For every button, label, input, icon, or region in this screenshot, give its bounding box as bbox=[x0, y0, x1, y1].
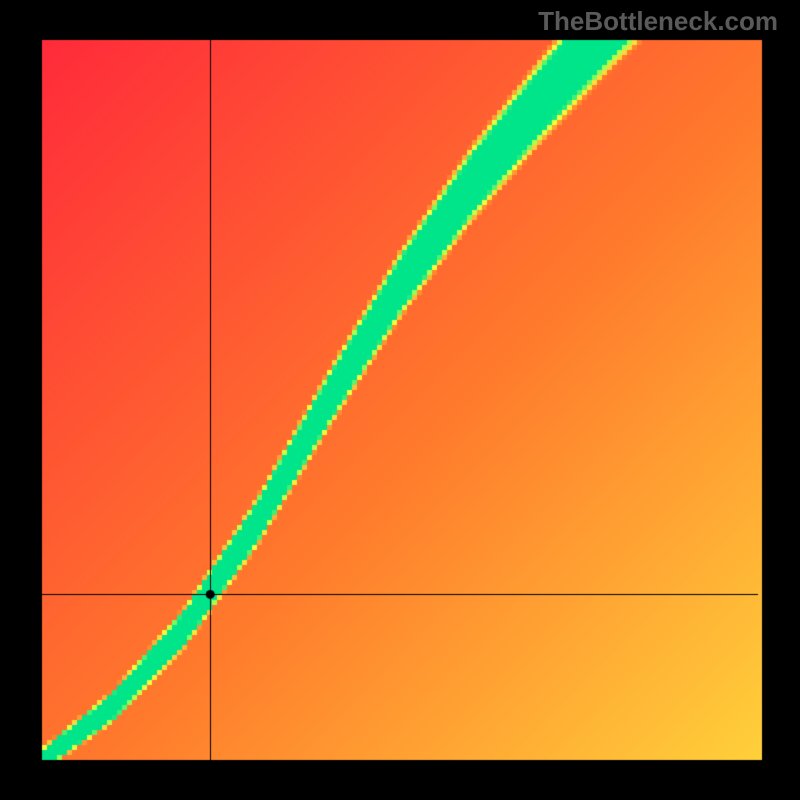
chart-container: TheBottleneck.com bbox=[0, 0, 800, 800]
bottleneck-heatmap bbox=[0, 0, 800, 800]
watermark-label: TheBottleneck.com bbox=[538, 6, 778, 37]
